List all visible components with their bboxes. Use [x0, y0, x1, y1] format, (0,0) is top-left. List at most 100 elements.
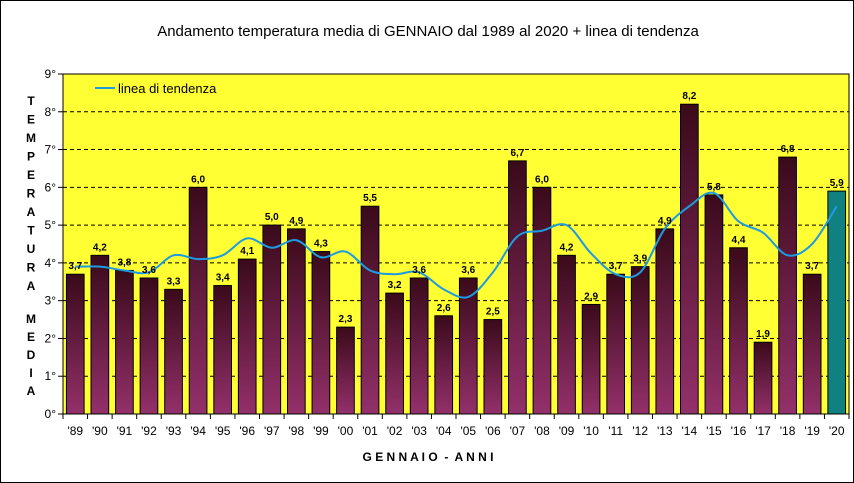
bar — [509, 161, 527, 414]
bar — [361, 206, 379, 414]
bar — [288, 229, 306, 414]
y-axis: 0° 1° 2° 3° 4° 5° 6° 7° 8° 9° — [45, 67, 63, 421]
data-label: 6,0 — [535, 174, 549, 185]
y-tick-label: 2° — [45, 331, 57, 345]
data-label: 3,8 — [117, 257, 131, 268]
data-label: 4,9 — [658, 216, 672, 227]
data-label: 3,2 — [388, 280, 402, 291]
bar — [116, 270, 134, 414]
data-label: 4,2 — [93, 242, 107, 253]
data-label: 3,7 — [609, 261, 623, 272]
bar — [730, 248, 748, 414]
x-tick-label: '18 — [780, 424, 796, 438]
x-tick-label: '90 — [92, 424, 108, 438]
bar — [238, 259, 256, 414]
data-label: 5,0 — [265, 212, 279, 223]
data-label: 5,9 — [830, 178, 844, 189]
bar — [779, 157, 797, 414]
x-tick-label: '15 — [706, 424, 722, 438]
data-label: 3,4 — [216, 273, 230, 284]
x-tick-label: '20 — [829, 424, 845, 438]
x-tick-label: '10 — [583, 424, 599, 438]
x-tick-label: '08 — [534, 424, 550, 438]
y-tick-label: 9° — [45, 67, 57, 81]
x-tick-label: '07 — [510, 424, 526, 438]
x-tick-label: '96 — [239, 424, 255, 438]
y-tick-label: 5° — [45, 218, 57, 232]
legend-label: linea di tendenza — [118, 81, 217, 96]
data-label: 3,6 — [412, 265, 426, 276]
bar — [140, 278, 158, 414]
data-label: 5,8 — [707, 182, 721, 193]
data-label: 1,9 — [756, 329, 770, 340]
data-label: 3,6 — [142, 265, 156, 276]
bar — [803, 274, 821, 414]
bar — [66, 274, 84, 414]
bar — [165, 289, 183, 414]
bar — [410, 278, 428, 414]
x-tick-label: '13 — [657, 424, 673, 438]
bar — [484, 320, 502, 414]
bar — [189, 187, 207, 414]
bar — [386, 293, 404, 414]
data-label: 6,0 — [191, 174, 205, 185]
x-tick-label: '12 — [632, 424, 648, 438]
bar — [214, 286, 232, 414]
bar — [91, 255, 109, 414]
data-label: 2,3 — [339, 314, 353, 325]
x-tick-label: '95 — [215, 424, 231, 438]
data-label: 2,9 — [584, 291, 598, 302]
data-label: 3,9 — [633, 254, 647, 265]
x-tick-label: '01 — [362, 424, 378, 438]
data-label: 4,1 — [240, 246, 254, 257]
data-label: 3,6 — [461, 265, 475, 276]
x-tick-label: '09 — [559, 424, 575, 438]
data-label: 3,7 — [805, 261, 819, 272]
bar — [533, 187, 551, 414]
chart-frame: Andamento temperatura media di GENNAIO d… — [0, 0, 854, 483]
y-tick-label: 3° — [45, 294, 57, 308]
data-label: 4,9 — [289, 216, 303, 227]
x-tick-label: '00 — [338, 424, 354, 438]
x-tick-label: '14 — [682, 424, 698, 438]
bar — [558, 255, 576, 414]
y-tick-label: 8° — [45, 105, 57, 119]
data-label: 6,8 — [781, 144, 795, 155]
y-tick-label: 0° — [45, 407, 57, 421]
x-tick-label: '99 — [313, 424, 329, 438]
data-label: 3,7 — [68, 261, 82, 272]
y-tick-label: 6° — [45, 180, 57, 194]
bar — [337, 327, 355, 414]
bar — [435, 316, 453, 414]
bar — [705, 195, 723, 414]
bar — [681, 104, 699, 414]
data-label: 2,5 — [486, 307, 500, 318]
chart-title: Andamento temperatura media di GENNAIO d… — [157, 23, 699, 40]
bar — [582, 304, 600, 414]
bar — [754, 342, 772, 414]
x-tick-label: '94 — [190, 424, 206, 438]
data-label: 5,5 — [363, 193, 377, 204]
x-tick-label: '03 — [411, 424, 427, 438]
data-label: 4,4 — [732, 235, 746, 246]
data-label: 6,7 — [510, 148, 524, 159]
y-tick-label: 1° — [45, 369, 57, 383]
x-tick-label: '19 — [804, 424, 820, 438]
bar — [656, 229, 674, 414]
x-tick-label: '93 — [166, 424, 182, 438]
x-tick-label: '97 — [264, 424, 280, 438]
data-label: 4,2 — [560, 242, 574, 253]
x-tick-label: '98 — [289, 424, 305, 438]
data-label: 4,3 — [314, 239, 328, 250]
x-axis: '89 '90 '91 '92 '93 '94 '95 '96 '97 '98 '99 '00 '01 '… — [63, 414, 849, 438]
x-tick-label: '11 — [608, 424, 623, 438]
x-tick-label: '02 — [387, 424, 403, 438]
x-tick-label: '91 — [117, 424, 133, 438]
x-tick-label: '16 — [731, 424, 747, 438]
x-tick-label: '04 — [436, 424, 452, 438]
bar — [828, 191, 846, 414]
y-tick-label: 4° — [45, 256, 57, 270]
